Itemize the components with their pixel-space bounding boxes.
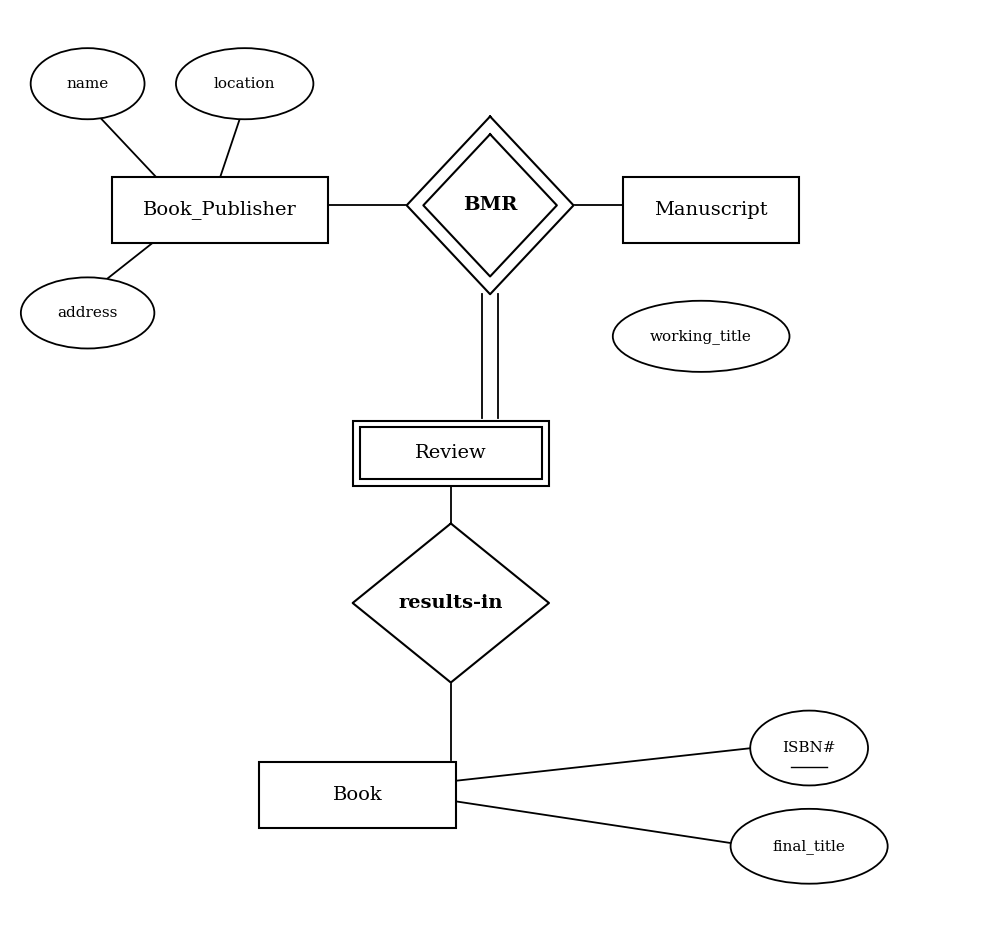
Text: working_title: working_title [650,329,752,344]
Text: name: name [66,76,109,91]
Ellipse shape [750,711,868,785]
Bar [623,177,799,243]
Text: final_title: final_title [773,839,845,853]
Ellipse shape [731,809,888,884]
Text: Review: Review [415,445,487,463]
Text: location: location [214,76,275,91]
Text: Book: Book [333,785,382,803]
Text: Book_Publisher: Book_Publisher [144,200,297,220]
Text: results-in: results-in [399,594,503,612]
Ellipse shape [613,301,789,372]
Polygon shape [407,116,573,295]
Ellipse shape [21,278,154,348]
Text: address: address [57,306,118,320]
Polygon shape [352,524,549,683]
Text: ISBN#: ISBN# [782,741,836,755]
Bar [259,762,455,828]
Bar [352,420,549,486]
Text: Manuscript: Manuscript [654,201,768,219]
Bar [112,177,328,243]
Bar [359,427,543,480]
Ellipse shape [31,48,145,119]
Text: BMR: BMR [463,196,518,214]
Ellipse shape [176,48,314,119]
